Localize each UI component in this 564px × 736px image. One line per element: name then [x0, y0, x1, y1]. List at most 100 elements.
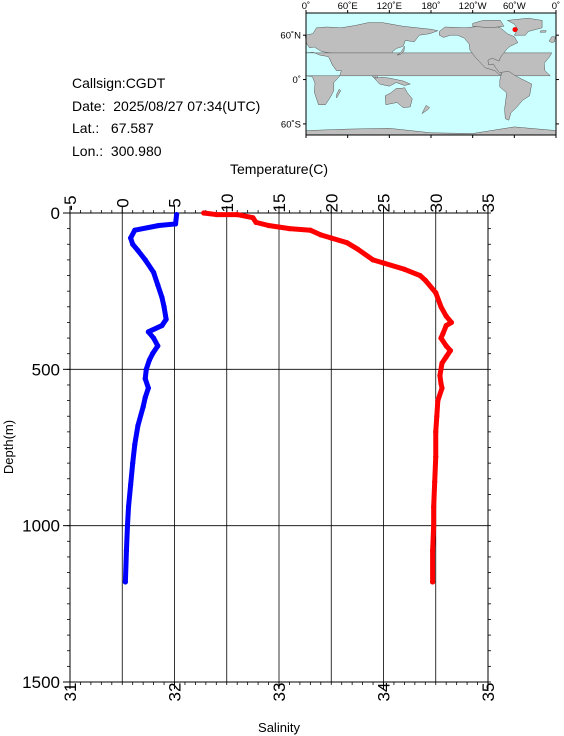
depth-tick-label: 1000 [22, 517, 60, 536]
temperature-data-point [433, 290, 439, 296]
depth-ticks: 0 500 1000 1500 [22, 204, 70, 692]
temperature-data-point [434, 413, 440, 419]
temperature-profile-line [201, 210, 454, 585]
temperature-data-point [250, 215, 256, 221]
temperature-data-point [443, 354, 449, 360]
map-land-south-america [499, 71, 532, 121]
temperature-data-point [435, 398, 441, 404]
temperature-data-point [440, 330, 446, 336]
salinity-data-point [128, 235, 134, 241]
temperature-data-point [328, 235, 334, 241]
salinity-tick-label: 35 [479, 683, 498, 702]
map-land-north-america [439, 25, 519, 75]
map-lon-label: 60˚W [503, 1, 526, 12]
temperature-data-point [431, 523, 437, 529]
map-frame [305, 12, 557, 136]
temperature-data-point [433, 454, 439, 460]
salinity-data-point [155, 343, 161, 349]
temperature-data-point [234, 211, 240, 218]
map-lat-label: 0˚ [293, 75, 301, 86]
depth-tick-label: 500 [32, 360, 60, 379]
salinity-data-point [163, 316, 169, 322]
salinity-data-point [123, 548, 130, 554]
map-land-greenland [506, 17, 543, 36]
salinity-data-point [151, 269, 157, 276]
temperature-data-point [354, 246, 360, 252]
map-land-arctic-islands [472, 20, 505, 29]
map-land-australia [384, 87, 413, 108]
depth-axis-label: Depth(m) [1, 420, 16, 474]
salinity-data-point [135, 423, 141, 429]
salinity-profile-line [122, 212, 180, 585]
map-lon-label: 180˚ [421, 1, 440, 12]
depth-tick-label: 0 [51, 204, 60, 223]
salinity-data-point [142, 257, 148, 263]
map-land-indonesia [371, 75, 411, 87]
temperature-data-point [439, 385, 445, 391]
salinity-data-point [124, 523, 131, 529]
salinity-data-point [173, 211, 180, 218]
salinity-data-point [122, 579, 128, 585]
salinity-data-point [159, 294, 165, 301]
salinity-tick-label: 31 [61, 683, 80, 702]
map-tick-labels: 0˚ 60˚E 120˚E 180˚ 120˚W 60˚W 0˚ 60˚N 0˚ 60˚S [280, 1, 560, 130]
data-series [122, 210, 455, 585]
map-land-british-isles [548, 36, 556, 43]
temperature-data-point [447, 347, 453, 354]
salinity-data-point [155, 282, 161, 288]
salinity-axis-label: Salinity [258, 720, 300, 735]
date-text: Date: 2025/08/27 07:34(UTC) [72, 97, 261, 114]
map-lon-label: 120˚E [377, 1, 402, 12]
salinity-data-point [145, 385, 151, 391]
salinity-data-point [156, 222, 162, 229]
temperature-data-point [432, 479, 438, 485]
salinity-data-point [135, 247, 141, 254]
salinity-data-point [132, 441, 138, 447]
map-land-new-zealand [421, 105, 430, 115]
depth-tick-label: 1500 [22, 673, 60, 692]
temperature-data-point [344, 240, 350, 246]
temperature-data-point [437, 372, 443, 379]
salinity-data-point [125, 504, 132, 510]
location-map: 0˚ 60˚E 120˚E 180˚ 120˚W 60˚W 0˚ 60˚N 0˚ 60˚S [280, 1, 560, 138]
salinity-data-point [143, 366, 149, 372]
temperature-tick-label: 30 [427, 194, 446, 213]
temperature-data-point [417, 272, 423, 279]
salinity-data-point [172, 221, 179, 227]
salinity-ticks: 31 32 33 34 35 [61, 682, 498, 701]
map-lat-label: 60˚N [280, 31, 301, 42]
temperature-tick-label: 35 [479, 194, 498, 213]
temperature-tick-label: 20 [322, 194, 341, 213]
salinity-tick-label: 33 [270, 683, 289, 702]
salinity-data-point [159, 322, 165, 329]
temperature-tick-label: 25 [375, 194, 394, 213]
salinity-data-point [142, 394, 148, 401]
temperature-data-point [380, 260, 387, 266]
map-lon-label: 0˚ [552, 1, 560, 12]
salinity-data-point [151, 335, 157, 341]
map-lat-label: 60˚S [281, 119, 301, 130]
salinity-data-point [132, 227, 138, 233]
salinity-data-point [130, 460, 136, 466]
salinity-data-point [145, 329, 151, 335]
map-lon-label: 0˚ [302, 1, 310, 12]
salinity-data-point [142, 376, 148, 382]
temperature-data-point [443, 322, 449, 329]
temperature-data-point [433, 429, 439, 435]
temperature-data-point [253, 219, 259, 225]
temperature-data-point [439, 360, 445, 366]
map-lon-label: 120˚W [459, 1, 487, 12]
station-marker [512, 27, 518, 33]
map-land-madagascar [336, 88, 342, 99]
latitude-text: Lat.: 67.587 [72, 120, 154, 136]
temperature-data-point [318, 232, 324, 238]
temperature-tick-label: 0 [113, 198, 132, 207]
temperature-data-point [431, 504, 437, 510]
longitude-text: Lon.: 300.980 [72, 142, 162, 159]
temperature-tick-label: 5 [166, 198, 185, 207]
temperature-data-point [430, 579, 436, 585]
salinity-data-point [146, 357, 153, 363]
temperature-axis-label: Temperature(C) [230, 161, 328, 177]
map-land-japan [396, 46, 405, 56]
